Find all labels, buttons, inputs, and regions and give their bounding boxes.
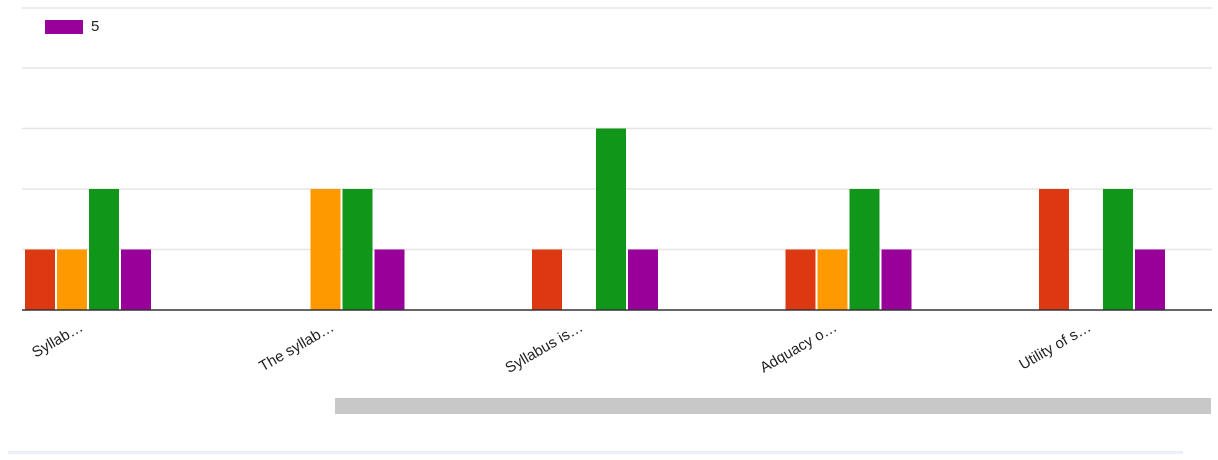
bar-1-4[interactable] [785, 249, 816, 311]
category-label: Syllabus is… [502, 319, 586, 377]
legend[interactable]: 5 [45, 18, 99, 35]
bar-1-1[interactable] [25, 249, 55, 311]
bar-2-4[interactable] [817, 249, 848, 311]
horizontal-scrollbar[interactable] [335, 398, 1211, 414]
bar-2-1[interactable] [57, 249, 87, 311]
category-label: Adquacy o… [757, 319, 840, 377]
bar-4-4[interactable] [881, 249, 912, 311]
category-label: Utility of s… [1016, 319, 1094, 374]
bars [25, 128, 1165, 311]
bar-2-2[interactable] [310, 189, 341, 310]
category-labels: Syllab… The syllab… Syllabus is… Adquacy o…… [29, 319, 1094, 377]
bar-4-3[interactable] [628, 249, 658, 311]
legend-swatch [45, 19, 83, 34]
bar-1-3[interactable] [532, 249, 562, 311]
bar-4-1[interactable] [121, 249, 151, 311]
bar-3-3[interactable] [596, 128, 626, 311]
category-label: Syllab… [29, 319, 86, 362]
bar-4-2[interactable] [374, 249, 405, 311]
legend-label: 5 [91, 18, 100, 35]
bottom-divider [8, 451, 1183, 454]
bar-1-5[interactable] [1039, 189, 1069, 310]
bar-3-5[interactable] [1103, 189, 1133, 310]
bar-3-4[interactable] [849, 189, 880, 310]
bar-4-5[interactable] [1135, 249, 1165, 311]
bar-3-2[interactable] [342, 189, 373, 310]
bar-3-1[interactable] [89, 189, 119, 310]
category-label: The syllab… [256, 319, 337, 375]
